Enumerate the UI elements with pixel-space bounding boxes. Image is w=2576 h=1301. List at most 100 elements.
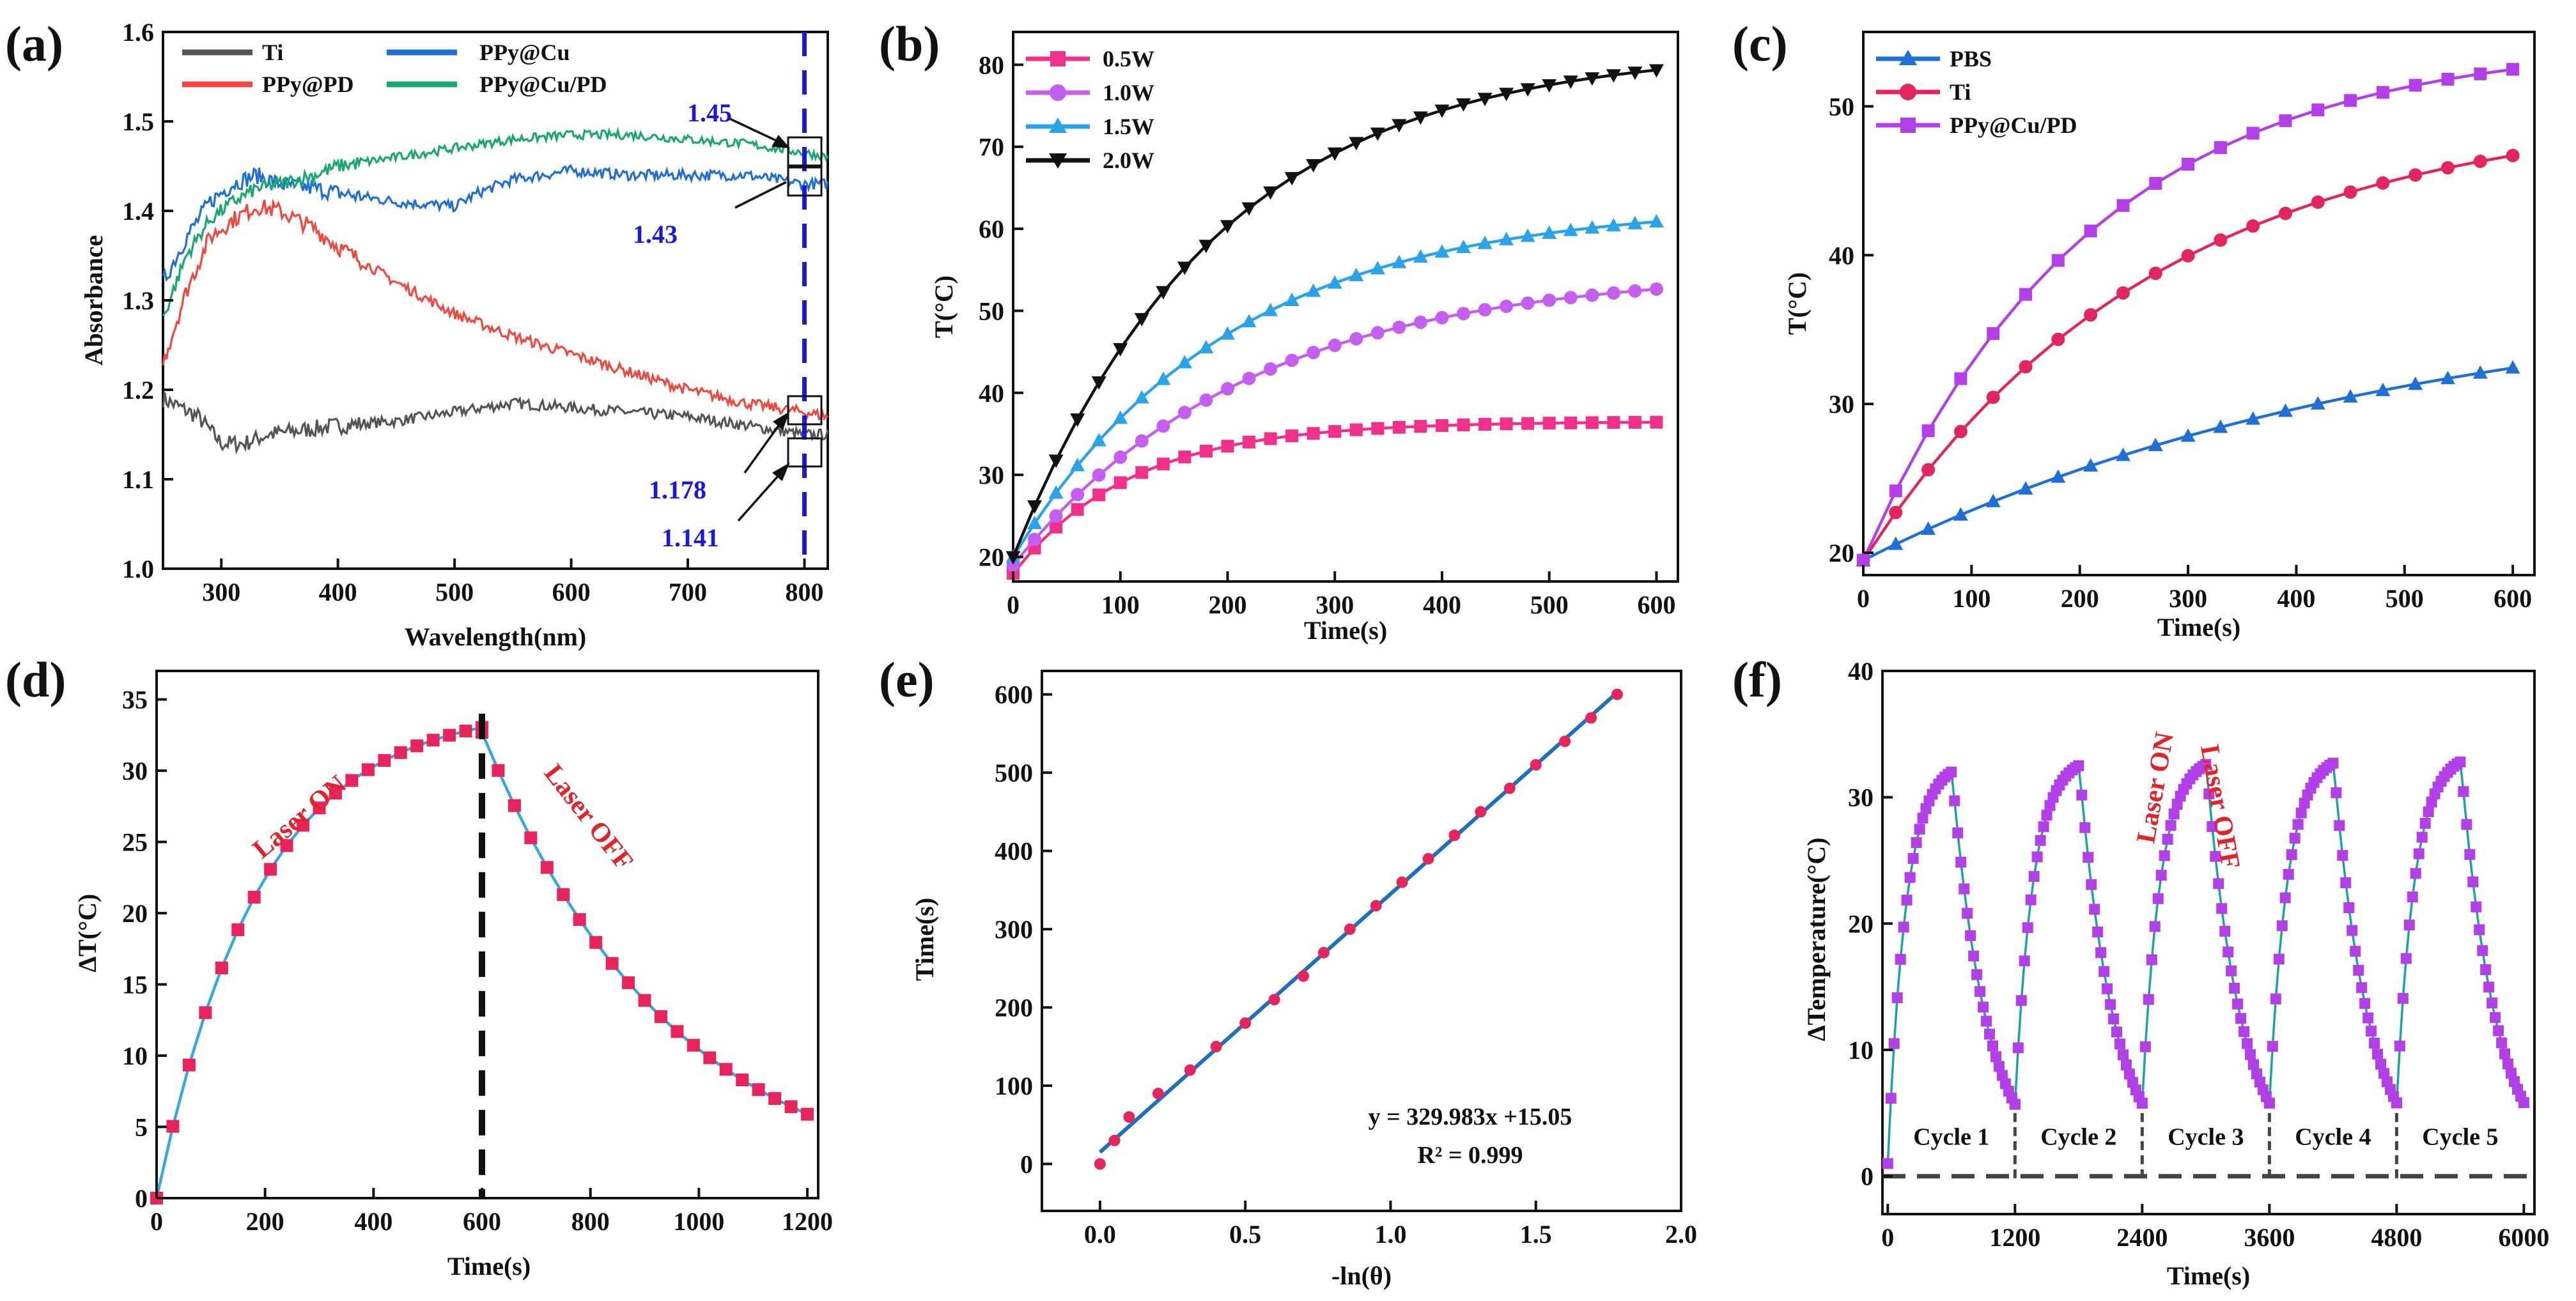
cycle-label: Cycle 3 bbox=[2168, 1123, 2244, 1150]
arrowhead-1-45 bbox=[772, 134, 791, 149]
data-point-0-5w bbox=[1221, 440, 1234, 453]
annotation-r-squared: R² = 0.999 bbox=[1418, 1142, 1523, 1169]
data-point-2-0w bbox=[1241, 202, 1257, 216]
data-point-ppy-cu-pd bbox=[1987, 327, 2000, 340]
data-point-1-5w bbox=[1070, 458, 1085, 472]
y-tick-label: 0 bbox=[1020, 1150, 1033, 1179]
data-point bbox=[2327, 757, 2339, 769]
panel-label-c: (c) bbox=[1732, 16, 1788, 72]
data-point-0-5w bbox=[1650, 415, 1663, 429]
annotation-laser-off-f: Laser OFF bbox=[2194, 743, 2245, 871]
data-point bbox=[1885, 1093, 1897, 1104]
cycle-label: Cycle 5 bbox=[2422, 1123, 2498, 1150]
data-point-0-5w bbox=[1050, 520, 1063, 534]
data-point-laser-on bbox=[231, 923, 245, 937]
data-point-ppy-cu-pd bbox=[2182, 157, 2195, 171]
data-point-pbs bbox=[2343, 389, 2358, 403]
data-point-pbs bbox=[2051, 469, 2066, 483]
x-tick-label: 400 bbox=[2277, 584, 2315, 613]
y-tick-label: 40 bbox=[979, 379, 1004, 408]
data-point bbox=[2092, 926, 2104, 937]
x-tick-label: 200 bbox=[1208, 590, 1246, 619]
data-point bbox=[2369, 1038, 2380, 1049]
x-axis-label-d: Time(s) bbox=[447, 1252, 531, 1281]
data-point-1-5w bbox=[1477, 235, 1493, 249]
box-ppy-pd bbox=[787, 395, 823, 426]
data-point bbox=[2114, 1038, 2126, 1050]
data-point-2-0w bbox=[1649, 64, 1664, 78]
data-point bbox=[1370, 900, 1382, 912]
data-point-1-0w bbox=[1521, 296, 1535, 310]
data-point bbox=[1975, 986, 1986, 997]
data-point-pbs bbox=[2115, 447, 2130, 461]
data-point bbox=[2015, 995, 2027, 1006]
plot-frame-c bbox=[1862, 31, 2536, 576]
y-tick-label: 20 bbox=[979, 543, 1004, 571]
data-point-laser-on bbox=[345, 774, 359, 787]
x-axis-label-a: Wavelength(nm) bbox=[405, 622, 586, 651]
data-point-1-5w bbox=[1241, 314, 1257, 328]
plot-frame-e bbox=[1041, 670, 1682, 1212]
data-point bbox=[2083, 852, 2094, 863]
data-point-1-0w bbox=[1328, 338, 1342, 352]
x-tick-label: 400 bbox=[1423, 590, 1461, 619]
y-tick-label: 10 bbox=[122, 1042, 148, 1070]
data-point-1-0w bbox=[1113, 450, 1128, 465]
data-point bbox=[2073, 760, 2084, 771]
data-point bbox=[2343, 902, 2355, 914]
data-point bbox=[2419, 818, 2431, 829]
data-point bbox=[1946, 766, 1957, 778]
data-point-1-5w bbox=[1434, 244, 1450, 258]
data-point bbox=[2502, 1058, 2514, 1070]
legend-marker-1-0w bbox=[1050, 84, 1066, 101]
legend-label-pbs: PBS bbox=[1950, 46, 1992, 72]
legend-label-1-5w: 1.5W bbox=[1103, 114, 1154, 139]
x-tick-label: 1.0 bbox=[1374, 1220, 1406, 1249]
data-point-0-5w bbox=[1307, 427, 1320, 440]
data-point-ti bbox=[2343, 185, 2357, 199]
data-point bbox=[2403, 920, 2415, 931]
data-point bbox=[2213, 878, 2224, 889]
data-point-1-0w bbox=[1307, 346, 1321, 360]
y-tick-label: 25 bbox=[122, 828, 148, 857]
data-point bbox=[1904, 872, 1916, 883]
data-point-ppy-cu-pd bbox=[2246, 127, 2260, 140]
data-point bbox=[2350, 946, 2361, 957]
data-point bbox=[2086, 879, 2097, 890]
data-point bbox=[2200, 758, 2212, 770]
data-point-ti bbox=[2506, 148, 2520, 162]
data-point bbox=[2123, 1068, 2135, 1080]
x-tick-label: 0.0 bbox=[1084, 1220, 1116, 1249]
data-point-pbs bbox=[2083, 458, 2099, 472]
x-tick-label: 100 bbox=[1101, 590, 1140, 619]
data-point-1-0w bbox=[1457, 307, 1471, 321]
data-point bbox=[2247, 1059, 2259, 1070]
data-point-pbs bbox=[1921, 521, 1936, 535]
data-point-2-0w bbox=[1606, 69, 1621, 83]
data-point-2-0w bbox=[1434, 104, 1450, 118]
data-point bbox=[2426, 796, 2437, 808]
x-tick-label: 300 bbox=[2169, 584, 2207, 613]
data-point-1-5w bbox=[1113, 410, 1128, 424]
data-point-laser-on bbox=[182, 1058, 196, 1072]
data-point-0-5w bbox=[1585, 416, 1599, 429]
data-point bbox=[1993, 1061, 2005, 1072]
data-point-ppy-cu-pd bbox=[1954, 372, 1967, 385]
arrow-1-45 bbox=[728, 117, 784, 145]
data-point bbox=[2136, 1098, 2148, 1109]
y-axis-label-f: ΔTemperature(°C) bbox=[1802, 838, 1831, 1042]
x-tick-label: 400 bbox=[354, 1207, 392, 1236]
data-point bbox=[2455, 756, 2466, 767]
x-tick-label: 0 bbox=[150, 1207, 163, 1236]
data-point bbox=[2235, 1013, 2247, 1024]
data-point bbox=[2464, 849, 2476, 860]
panel-d: (d) Laser ON Laser OFF 0 200 400 600 800 1000… bbox=[5, 652, 833, 1281]
data-point bbox=[2477, 945, 2488, 957]
data-point-2-0w bbox=[1113, 343, 1128, 357]
spectrum-line-ppy-cu-pd bbox=[162, 127, 829, 316]
y-tick-label: 10 bbox=[1848, 1036, 1874, 1065]
data-point-1-0w bbox=[1156, 419, 1170, 433]
data-point bbox=[2263, 1097, 2275, 1109]
data-point-1-0w bbox=[1285, 353, 1299, 367]
